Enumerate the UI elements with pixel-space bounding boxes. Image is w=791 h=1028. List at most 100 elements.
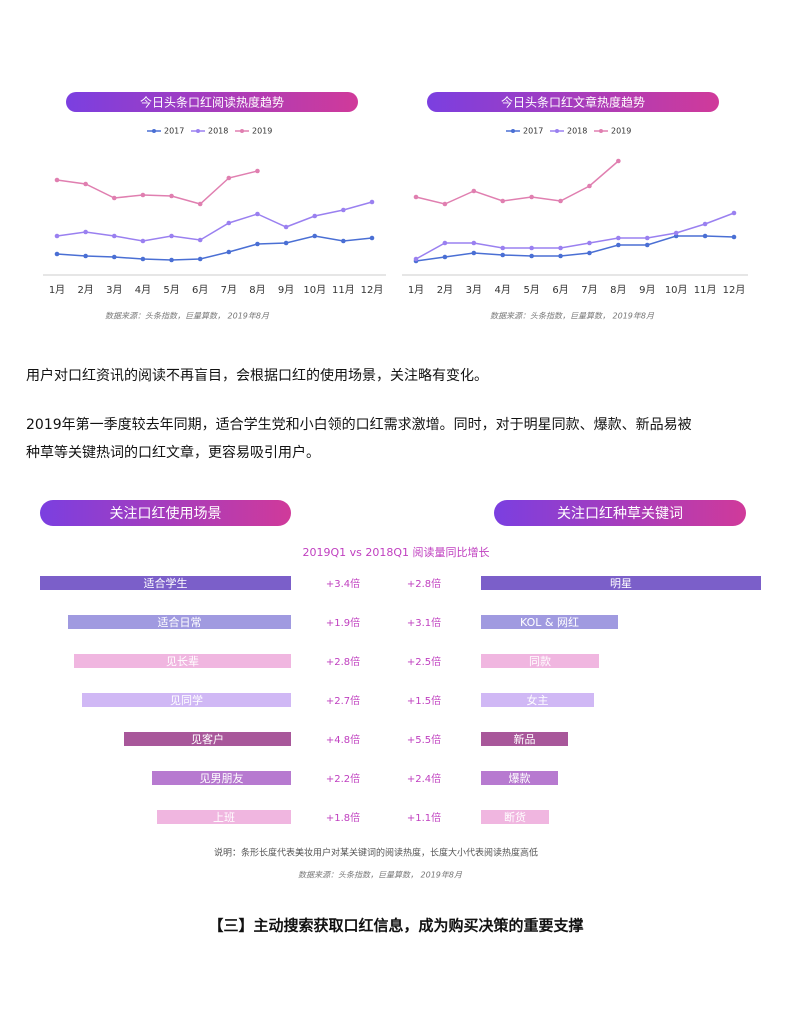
data-point bbox=[587, 183, 592, 189]
data-point bbox=[529, 245, 534, 251]
data-point bbox=[673, 230, 679, 236]
data-point bbox=[255, 241, 260, 247]
data-point bbox=[413, 194, 419, 200]
growth-label: +1.8倍 bbox=[326, 811, 360, 824]
data-point bbox=[702, 233, 708, 239]
growth-label: +3.4倍 bbox=[326, 577, 360, 590]
paragraph: 2019年第一季度较去年同期，适合学生党和小白领的口红需求激增。同时，对于明星同… bbox=[26, 416, 692, 433]
title-pill bbox=[494, 500, 746, 526]
growth-label: +1.9倍 bbox=[326, 616, 360, 629]
title-pill bbox=[66, 92, 358, 112]
data-point bbox=[83, 253, 88, 259]
data-point bbox=[197, 256, 203, 262]
x-tick-label: 11月 bbox=[694, 284, 717, 296]
data-point bbox=[312, 213, 318, 219]
data-point bbox=[471, 240, 477, 246]
x-tick-label: 2月 bbox=[437, 284, 453, 296]
legend-swatch bbox=[152, 129, 156, 133]
data-point bbox=[54, 177, 60, 183]
data-point bbox=[255, 168, 260, 174]
comparison-note: 说明：条形长度代表美妆用户对某关键词的阅读热度，长度大小代表阅读热度高低 bbox=[214, 847, 538, 859]
data-point bbox=[644, 235, 650, 241]
chart-title: 关注口红种草关键词 bbox=[557, 506, 683, 522]
source-note: 数据来源：头条指数，巨量算数， 2019年8月 bbox=[490, 312, 655, 321]
x-tick-label: 5月 bbox=[523, 284, 539, 296]
bar-label: 见男朋友 bbox=[200, 771, 244, 785]
data-point bbox=[644, 242, 650, 248]
bar bbox=[481, 576, 761, 590]
data-point bbox=[587, 240, 592, 246]
data-point bbox=[529, 194, 534, 200]
data-point bbox=[529, 253, 534, 259]
data-point bbox=[140, 238, 146, 244]
bar-label: 适合学生 bbox=[144, 576, 188, 590]
bar bbox=[157, 810, 291, 824]
x-tick-label: 8月 bbox=[610, 284, 626, 296]
data-point bbox=[413, 256, 419, 262]
bar-label: 见客户 bbox=[191, 732, 224, 746]
growth-label: +5.5倍 bbox=[407, 733, 441, 746]
data-point bbox=[197, 201, 203, 207]
data-point bbox=[558, 198, 563, 204]
bar-label: 见同学 bbox=[170, 693, 203, 707]
bar-label: 断货 bbox=[504, 810, 526, 824]
chart-title: 今日头条口红文章热度趋势 bbox=[501, 95, 645, 110]
bar-label: 女主 bbox=[527, 693, 549, 707]
x-tick-label: 8月 bbox=[249, 284, 265, 296]
section-heading: 【三】主动搜索获取口红信息，成为购买决策的重要支撑 bbox=[208, 917, 583, 935]
x-tick-label: 10月 bbox=[303, 284, 326, 296]
paragraph: 用户对口红资讯的阅读不再盲目，会根据口红的使用场景，关注略有变化。 bbox=[26, 367, 488, 384]
x-tick-label: 10月 bbox=[665, 284, 688, 296]
bar bbox=[68, 615, 291, 629]
growth-label: +2.4倍 bbox=[407, 772, 441, 785]
comparison-subtitle: 2019Q1 vs 2018Q1 阅读量同比增长 bbox=[302, 545, 489, 559]
bar-label: 爆款 bbox=[509, 771, 531, 785]
data-point bbox=[341, 238, 346, 244]
bar bbox=[481, 771, 558, 785]
x-tick-label: 4月 bbox=[495, 284, 511, 296]
bar bbox=[40, 576, 291, 590]
series-line bbox=[415, 235, 735, 262]
data-point bbox=[111, 195, 117, 201]
bar-label: KOL & 网红 bbox=[520, 616, 579, 629]
growth-label: +3.1倍 bbox=[407, 616, 441, 629]
paragraph: 种草等关键热词的口红文章，更容易吸引用户。 bbox=[26, 444, 320, 461]
bar bbox=[82, 693, 291, 707]
bar-label: 同款 bbox=[529, 654, 551, 668]
growth-label: +2.5倍 bbox=[407, 655, 441, 668]
data-point bbox=[341, 207, 346, 213]
data-point bbox=[226, 220, 232, 226]
x-tick-label: 3月 bbox=[466, 284, 482, 296]
x-tick-label: 11月 bbox=[332, 284, 355, 296]
growth-label: +4.8倍 bbox=[326, 733, 360, 746]
x-tick-label: 7月 bbox=[221, 284, 237, 296]
chart-title: 今日头条口红阅读热度趋势 bbox=[140, 95, 284, 110]
x-tick-label: 12月 bbox=[723, 284, 746, 296]
data-point bbox=[140, 256, 146, 262]
bar bbox=[124, 732, 291, 746]
data-point bbox=[369, 235, 375, 241]
data-point bbox=[54, 251, 60, 257]
x-tick-label: 1月 bbox=[408, 284, 424, 296]
data-point bbox=[702, 221, 708, 227]
title-pill bbox=[40, 500, 291, 526]
legend-label: 2017 bbox=[523, 127, 543, 136]
data-point bbox=[226, 249, 232, 255]
legend-label: 2019 bbox=[252, 127, 272, 136]
series-line bbox=[415, 212, 735, 260]
data-point bbox=[111, 233, 117, 239]
growth-label: +2.8倍 bbox=[326, 655, 360, 668]
data-point bbox=[283, 240, 289, 246]
series-line bbox=[415, 160, 619, 205]
data-point bbox=[731, 210, 737, 216]
legend-swatch bbox=[240, 129, 244, 133]
data-point bbox=[442, 254, 448, 260]
bar bbox=[481, 810, 549, 824]
growth-label: +2.2倍 bbox=[326, 772, 360, 785]
data-point bbox=[369, 199, 375, 205]
bar bbox=[152, 771, 291, 785]
legend-swatch bbox=[196, 129, 200, 133]
data-point bbox=[500, 245, 506, 251]
bar-label: 上班 bbox=[213, 811, 235, 824]
